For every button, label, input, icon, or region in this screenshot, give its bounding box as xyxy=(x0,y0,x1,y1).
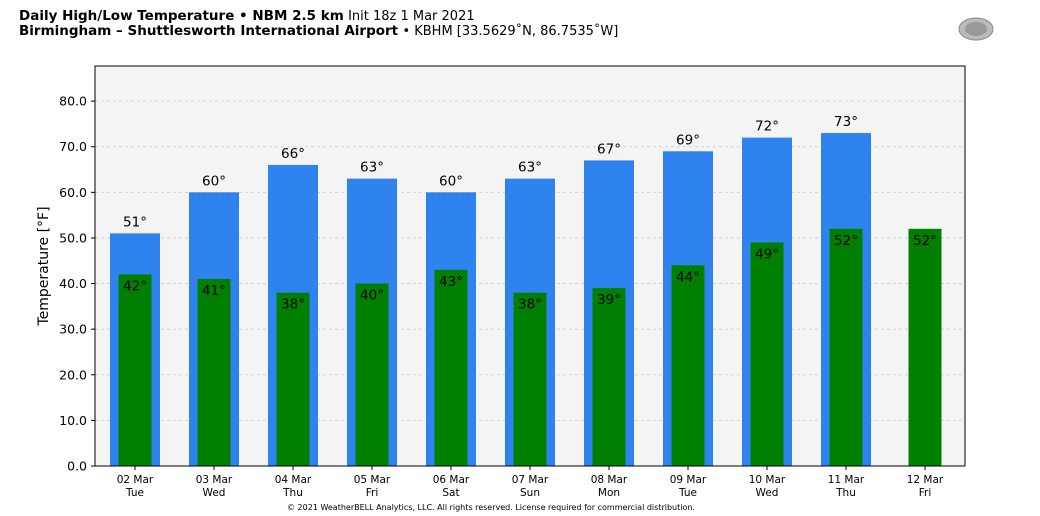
y-tick-label: 80.0 xyxy=(59,94,87,109)
low-bar xyxy=(355,283,389,466)
high-label: 63° xyxy=(518,160,542,176)
low-bar xyxy=(671,265,705,466)
x-tick-day: Tue xyxy=(678,487,697,499)
y-tick-label: 30.0 xyxy=(59,322,87,337)
x-tick-date: 07 Mar xyxy=(512,474,549,486)
x-tick-day: Sat xyxy=(442,487,459,499)
high-label: 60° xyxy=(439,173,463,189)
chart-title: Daily High/Low Temperature • NBM 2.5 km … xyxy=(19,8,475,24)
low-label: 44° xyxy=(676,269,700,285)
x-tick-date: 10 Mar xyxy=(749,474,786,486)
weatherbell-logo xyxy=(956,14,1018,44)
high-label: 51° xyxy=(123,214,147,230)
x-tick-date: 05 Mar xyxy=(354,474,391,486)
low-label: 41° xyxy=(202,283,226,299)
low-label: 42° xyxy=(123,278,147,294)
low-bar xyxy=(829,228,863,466)
high-label: 69° xyxy=(676,132,700,148)
low-label: 43° xyxy=(439,274,463,290)
y-tick-label: 50.0 xyxy=(59,230,87,245)
low-label: 52° xyxy=(834,233,858,249)
y-tick-label: 70.0 xyxy=(59,139,87,154)
low-bar xyxy=(197,278,231,466)
x-tick-date: 11 Mar xyxy=(828,474,865,486)
x-tick-date: 09 Mar xyxy=(670,474,707,486)
y-axis-label: Temperature [°F] xyxy=(36,206,52,326)
x-tick-date: 06 Mar xyxy=(433,474,470,486)
x-tick-day: Mon xyxy=(598,487,620,499)
low-bar xyxy=(434,269,468,466)
high-label: 63° xyxy=(360,160,384,176)
chart-subtitle: Birmingham – Shuttlesworth International… xyxy=(19,23,619,39)
x-tick-day: Sun xyxy=(520,487,540,499)
high-label: 60° xyxy=(202,173,226,189)
y-tick-label: 20.0 xyxy=(59,367,87,382)
y-tick-label: 40.0 xyxy=(59,276,87,291)
x-tick-day: Tue xyxy=(125,487,144,499)
x-tick-date: 12 Mar xyxy=(907,474,944,486)
low-bar xyxy=(513,292,547,466)
x-tick-day: Thu xyxy=(835,487,856,499)
low-bar xyxy=(118,274,152,466)
high-label: 66° xyxy=(281,146,305,162)
copyright: © 2021 WeatherBELL Analytics, LLC. All r… xyxy=(287,503,695,512)
x-tick-day: Wed xyxy=(756,487,779,499)
high-label: 67° xyxy=(597,141,621,157)
high-label: 72° xyxy=(755,119,779,135)
low-label: 49° xyxy=(755,247,779,263)
y-tick-label: 10.0 xyxy=(59,413,87,428)
low-bar xyxy=(908,228,942,466)
x-tick-date: 03 Mar xyxy=(196,474,233,486)
x-tick-day: Thu xyxy=(282,487,303,499)
x-tick-day: Fri xyxy=(919,487,932,499)
x-tick-date: 04 Mar xyxy=(275,474,312,486)
low-label: 38° xyxy=(518,297,542,313)
high-label: 73° xyxy=(834,114,858,130)
y-tick-label: 0.0 xyxy=(67,459,87,474)
low-bar xyxy=(592,288,626,466)
low-label: 40° xyxy=(360,288,384,304)
y-tick-label: 60.0 xyxy=(59,185,87,200)
x-tick-day: Wed xyxy=(203,487,226,499)
low-label: 38° xyxy=(281,297,305,313)
low-label: 52° xyxy=(913,233,937,249)
x-tick-date: 08 Mar xyxy=(591,474,628,486)
low-bar xyxy=(750,242,784,466)
x-tick-day: Fri xyxy=(366,487,379,499)
low-label: 39° xyxy=(597,292,621,308)
x-tick-date: 02 Mar xyxy=(117,474,154,486)
plot-frame xyxy=(94,65,966,467)
low-bar xyxy=(276,292,310,466)
